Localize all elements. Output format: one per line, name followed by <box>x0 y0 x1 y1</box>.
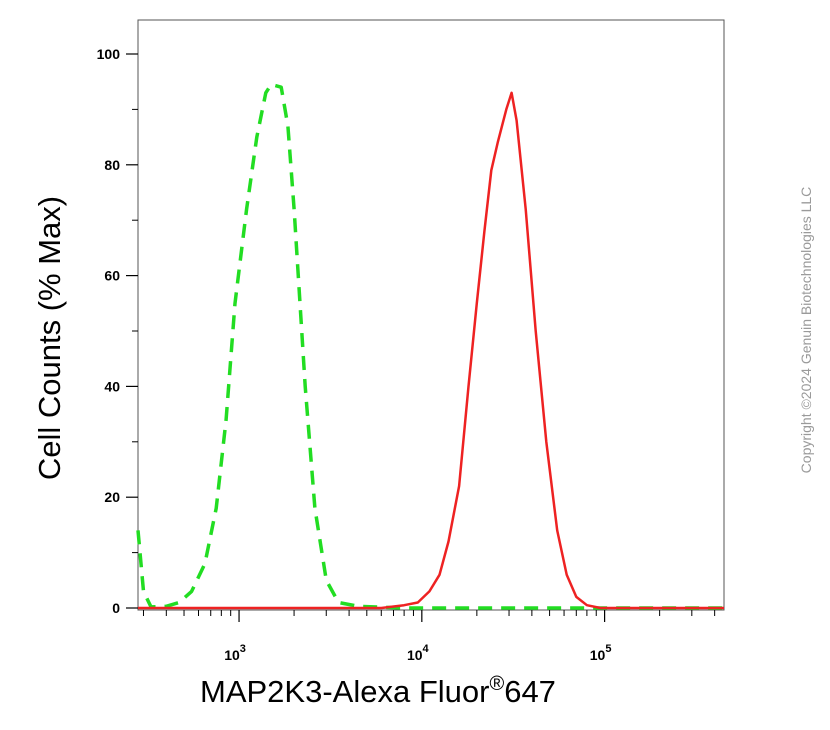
x-axis-title-registered: ® <box>489 673 504 695</box>
series-layer <box>136 82 724 610</box>
copyright-watermark: Copyright ©2024 Genuin Biotechnologies L… <box>798 187 814 474</box>
x-axis-title: MAP2K3-Alexa Fluor®647 <box>200 673 556 709</box>
x-axis-title-suffix: 647 <box>504 674 556 709</box>
y-tick-label: 80 <box>104 157 120 173</box>
x-tick-label: 105 <box>590 643 612 663</box>
y-axis-title: Cell Counts (% Max) <box>32 196 67 480</box>
x-tick-label: 103 <box>224 643 246 663</box>
y-tick-label: 20 <box>104 489 120 505</box>
series-line-1 <box>136 82 724 610</box>
x-tick-label: 104 <box>407 643 430 663</box>
y-tick-label: 40 <box>104 378 120 394</box>
y-tick-label: 60 <box>104 268 120 284</box>
y-tick-label: 100 <box>97 46 121 62</box>
series-line-2 <box>138 91 724 610</box>
x-axis-title-main: MAP2K3-Alexa Fluor <box>200 674 489 709</box>
plot-frame <box>137 19 725 611</box>
y-tick-label: 0 <box>112 600 120 616</box>
axes-layer: 0 20 40 60 80 100 103 104 105 <box>97 46 716 663</box>
